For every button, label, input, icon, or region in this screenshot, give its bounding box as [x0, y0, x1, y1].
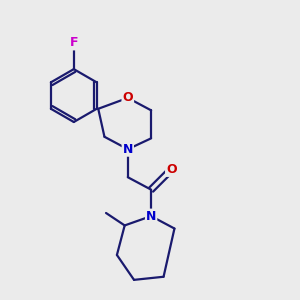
Text: N: N	[146, 210, 156, 223]
Text: N: N	[123, 143, 133, 156]
Text: O: O	[166, 163, 177, 176]
Text: F: F	[70, 36, 78, 50]
Text: O: O	[122, 92, 133, 104]
